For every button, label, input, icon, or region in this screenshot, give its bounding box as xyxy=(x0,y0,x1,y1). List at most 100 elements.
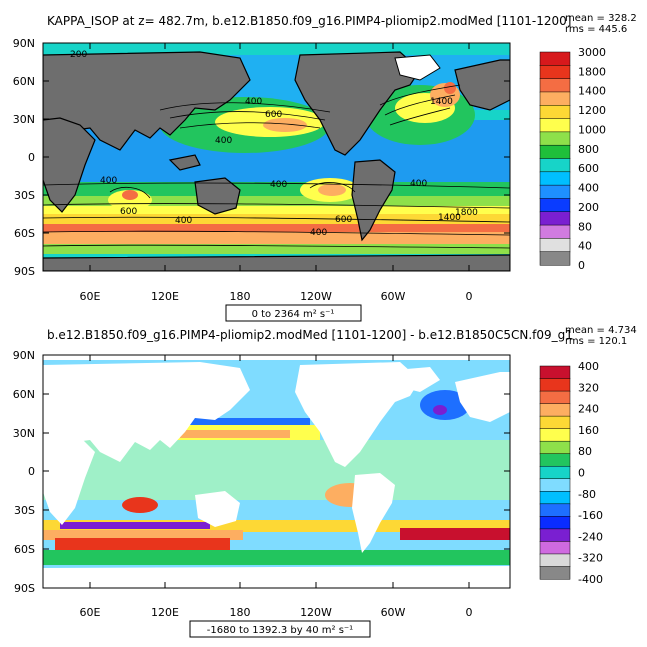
colorbar-swatch xyxy=(539,91,571,106)
bottom-lon-label: 60E xyxy=(80,606,101,619)
colorbar-swatch xyxy=(539,503,571,517)
bottom-mean: mean = 4.734 xyxy=(565,325,637,336)
colorbar-swatch xyxy=(539,465,571,480)
top-so-band-3 xyxy=(43,206,510,214)
colorbar-swatch xyxy=(539,478,571,492)
colorbar-swatch xyxy=(539,390,571,405)
colorbar-swatch xyxy=(539,158,571,173)
colorbar-label: 1200 xyxy=(578,104,606,117)
colorbar-label: -80 xyxy=(578,488,596,501)
top-contour-label: 1400 xyxy=(438,213,461,223)
top-lat-ticks xyxy=(43,42,510,234)
colorbar-label: -160 xyxy=(578,509,603,522)
colorbar-label: 0 xyxy=(578,259,585,272)
top-rms: rms = 445.6 xyxy=(565,24,627,35)
top-lat-label: 30N xyxy=(13,113,35,126)
top-land-greenland xyxy=(394,54,441,81)
bottom-lon-label: 120W xyxy=(300,606,332,619)
top-lon-label: 120E xyxy=(151,290,179,303)
bottom-lat-label: 90N xyxy=(13,349,35,362)
top-panel-title: KAPPA_ISOP at z= 482.7m, b.e12.B1850.f09… xyxy=(47,14,571,28)
colorbar-label: -240 xyxy=(578,530,603,543)
top-panel: KAPPA_ISOP at z= 482.7m, b.e12.B1850.f09… xyxy=(13,13,637,322)
top-so-band-6 xyxy=(43,232,510,244)
top-contour-label: 400 xyxy=(175,216,192,226)
bottom-lat-label: 30S xyxy=(14,504,35,517)
bottom-so-purple xyxy=(60,522,210,529)
top-lon-label: 120W xyxy=(300,290,332,303)
colorbar-swatch xyxy=(539,105,571,120)
bottom-land-eurasia xyxy=(43,362,250,478)
colorbar-swatch xyxy=(539,51,571,66)
colorbar-swatch xyxy=(539,211,571,226)
bottom-lat-label: 0 xyxy=(28,465,35,478)
top-spac-orange xyxy=(318,184,346,196)
colorbar-swatch xyxy=(539,251,571,266)
top-map: 400 600 400 400 400 400 600 400 600 400 … xyxy=(43,43,510,271)
top-contours xyxy=(43,84,510,249)
bottom-rms: rms = 120.1 xyxy=(565,336,627,347)
top-contour-labels: 400 600 400 400 400 400 600 400 600 400 … xyxy=(70,50,478,238)
colorbar-swatch xyxy=(539,365,571,380)
colorbar-label: -320 xyxy=(578,552,603,565)
bottom-land-australia xyxy=(195,491,240,527)
colorbar-label: 240 xyxy=(578,403,599,416)
top-npac-orange xyxy=(263,118,307,132)
bottom-lon-label: 180 xyxy=(230,606,251,619)
top-lat-label: 90S xyxy=(14,265,35,278)
top-land-maritime xyxy=(168,154,201,171)
bottom-land-africa xyxy=(43,430,95,525)
top-contour-label: 400 xyxy=(410,179,427,189)
top-lat-label: 90N xyxy=(13,37,35,50)
colorbar-swatch xyxy=(539,415,571,430)
bottom-map xyxy=(43,355,510,588)
bottom-lat-label: 60N xyxy=(13,388,35,401)
top-so-band-7 xyxy=(43,244,510,254)
bottom-lon-axis: 60E 120E 180 120W 60W 0 xyxy=(80,606,473,619)
colorbar-swatch xyxy=(539,198,571,213)
top-lat-label: 60N xyxy=(13,75,35,88)
colorbar-swatch xyxy=(539,541,571,555)
top-contour-label: 600 xyxy=(265,110,282,120)
bottom-panel-title: b.e12.B1850.f09_g16.PIMP4-pliomip2.modMe… xyxy=(47,328,573,342)
bottom-lon-label: 60W xyxy=(381,606,406,619)
colorbar-swatch xyxy=(539,491,571,505)
colorbar-label: 200 xyxy=(578,201,599,214)
colorbar-swatch xyxy=(539,171,571,186)
bottom-natl-blue xyxy=(420,390,470,420)
colorbar-swatch xyxy=(539,528,571,542)
colorbar-swatch xyxy=(539,453,571,467)
top-contour-label: 200 xyxy=(70,50,87,60)
bottom-range-label: -1680 to 1392.3 by 40 m² s⁻¹ xyxy=(207,625,353,636)
colorbar-label: 1000 xyxy=(578,123,606,136)
top-lon-label: 180 xyxy=(230,290,251,303)
top-contour-label: 600 xyxy=(120,207,137,217)
colorbar-swatch xyxy=(539,224,571,239)
top-so-band-5 xyxy=(43,224,510,232)
bottom-land-europe xyxy=(455,372,510,422)
top-contour-label: 400 xyxy=(310,228,327,238)
top-range-label: 0 to 2364 m² s⁻¹ xyxy=(252,309,335,320)
colorbar-label: 1400 xyxy=(578,85,606,98)
bottom-range-box xyxy=(189,620,371,638)
colorbar-swatch xyxy=(539,428,571,442)
top-lat-axis: 90N 60N 30N 0 30S 60S 90S xyxy=(13,37,35,278)
bottom-so-orange xyxy=(43,530,243,540)
bottom-lat-label: 60S xyxy=(14,543,35,556)
top-contour-label: 1400 xyxy=(430,97,453,107)
bottom-land-namerica xyxy=(295,362,420,467)
bottom-land-samerica xyxy=(352,473,395,553)
colorbar-label: 0 xyxy=(578,467,585,480)
colorbar-swatch xyxy=(539,184,571,199)
colorbar-label: 600 xyxy=(578,162,599,175)
bottom-lat-label: 30N xyxy=(13,427,35,440)
bottom-ind-red xyxy=(122,497,158,513)
top-ind-orange xyxy=(122,190,138,200)
bottom-so-red-east xyxy=(400,528,510,540)
bottom-natl-purple xyxy=(433,405,447,415)
colorbar-swatch xyxy=(539,553,571,568)
colorbar-label: -400 xyxy=(578,573,603,586)
top-contour-label: 1800 xyxy=(455,208,478,218)
colorbar-swatch xyxy=(539,566,571,580)
colorbar-label: 400 xyxy=(578,360,599,373)
